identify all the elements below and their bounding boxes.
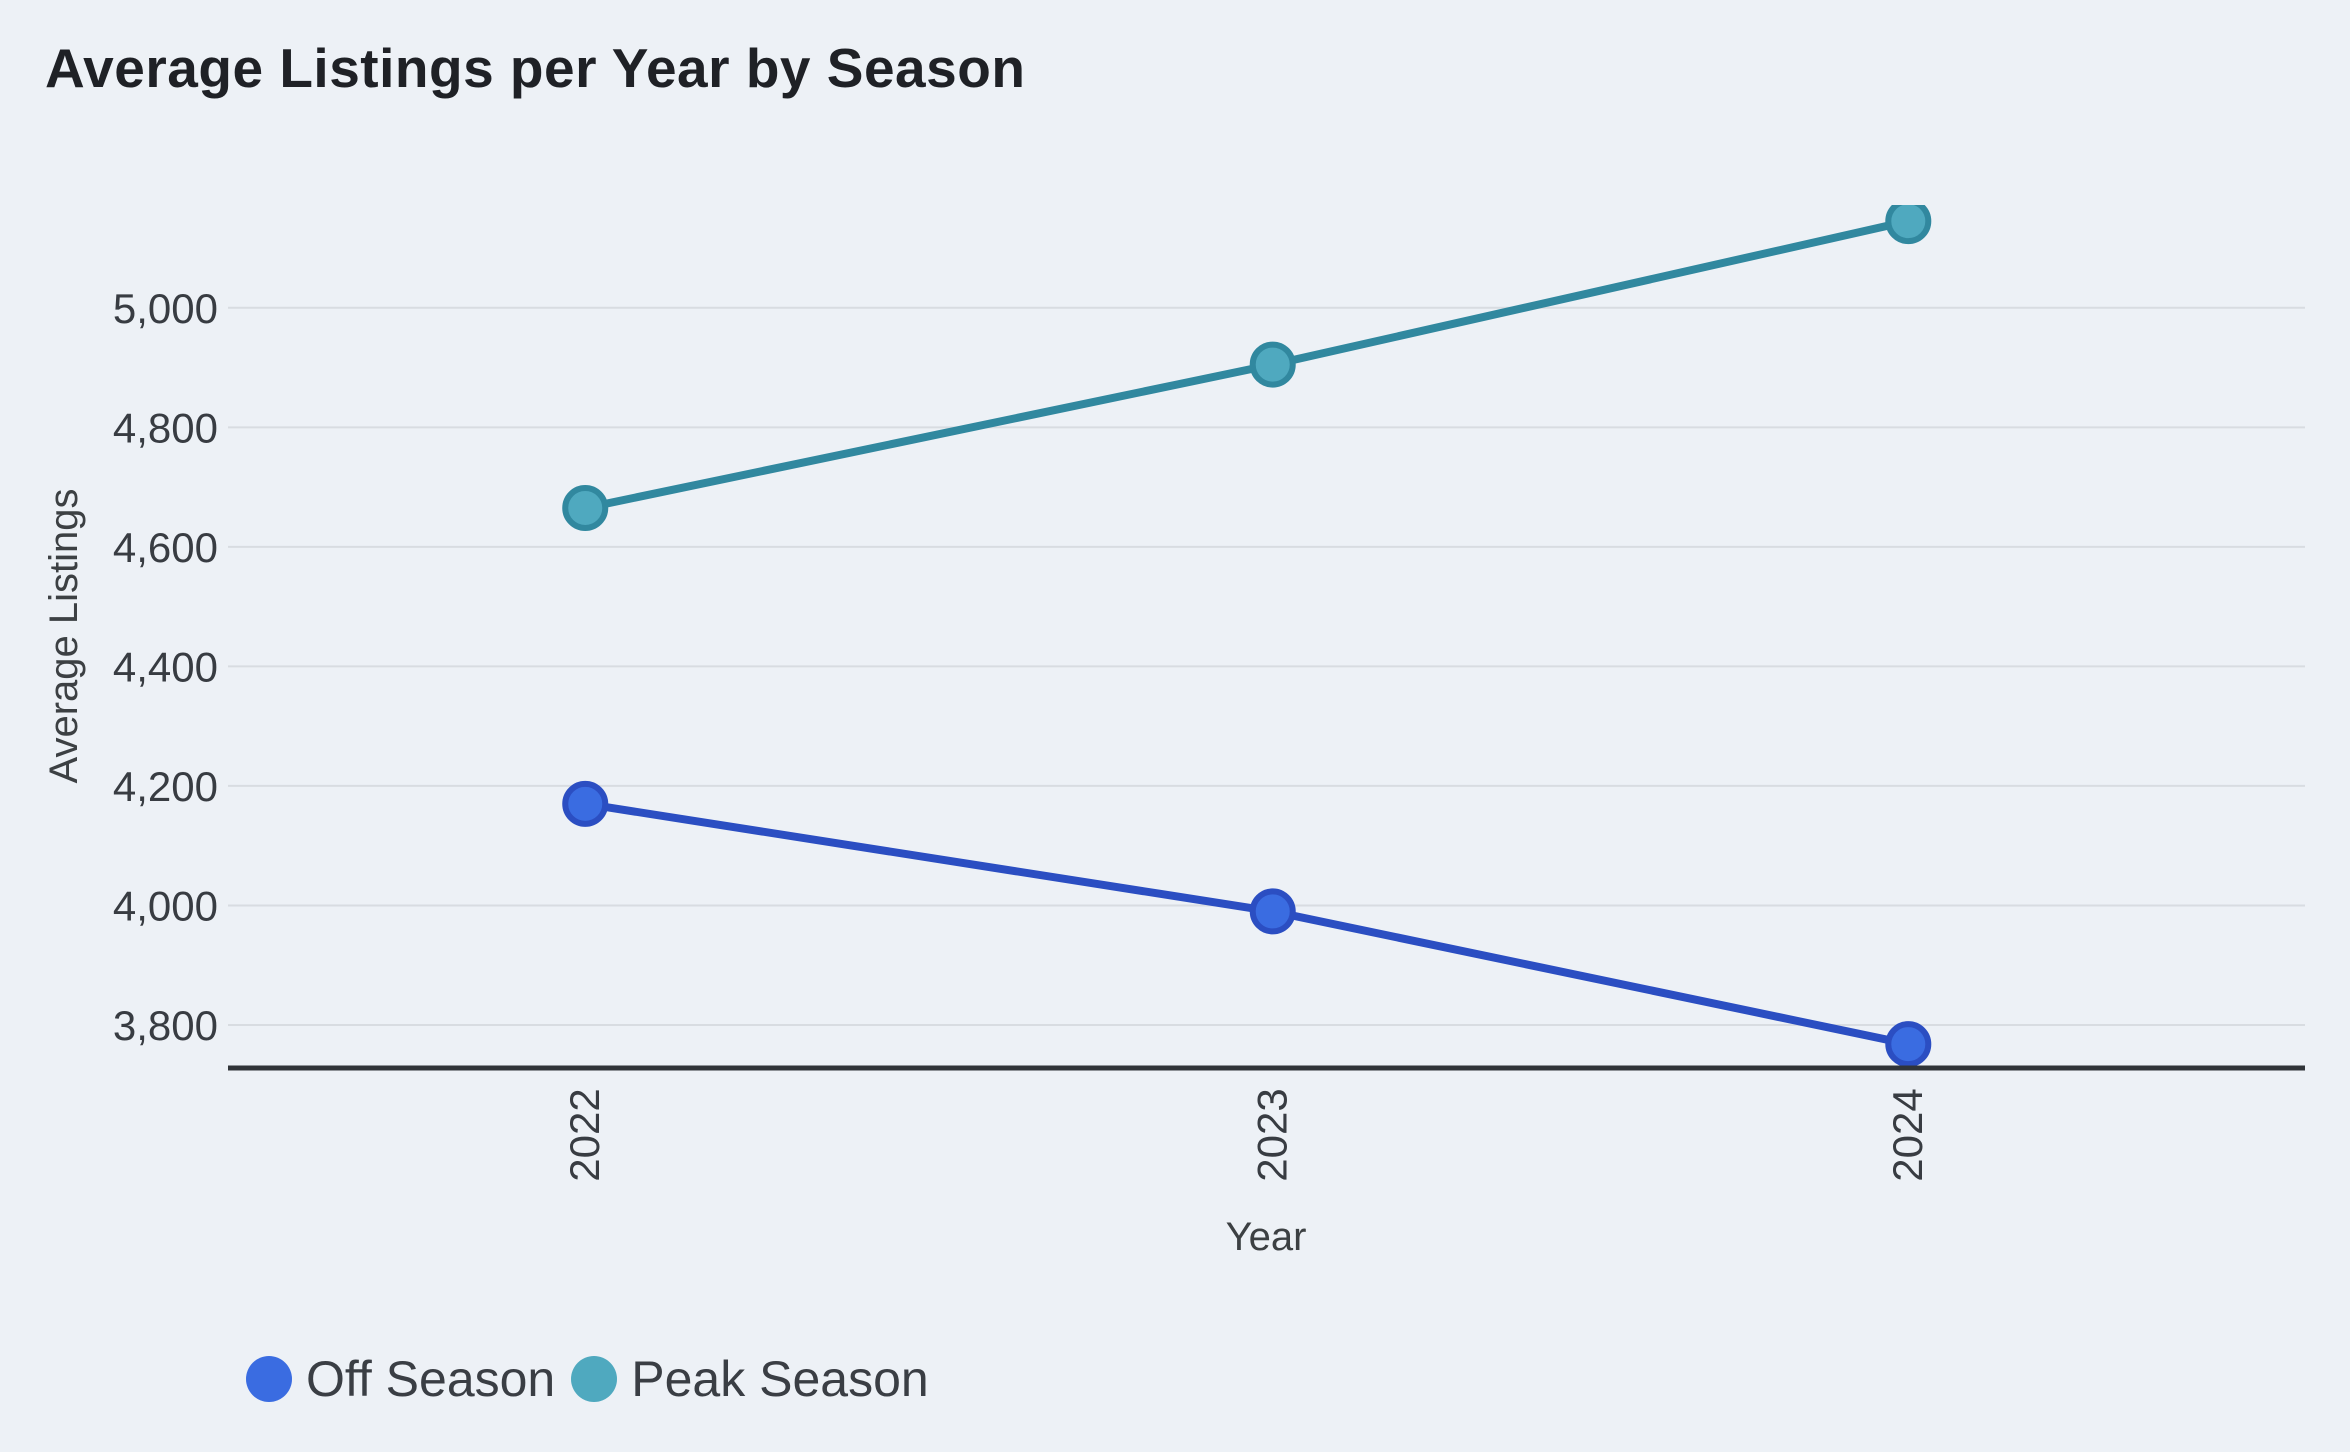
x-axis-title: Year [1226,1215,1307,1259]
series-line-off-season [581,799,1913,1049]
data-point-marker[interactable] [1249,888,1296,935]
data-point-marker[interactable] [562,780,609,827]
x-tick-label: 2024 [1884,1088,1931,1181]
y-tick-label: 4,600 [113,524,218,571]
y-tick-label: 4,800 [113,404,218,451]
series-layer [562,201,1932,1068]
data-point-marker[interactable] [562,485,609,532]
y-tick-label: 4,000 [113,882,218,929]
x-tick-label: 2022 [561,1088,608,1181]
y-tick-label: 5,000 [113,285,218,332]
legend: Off Season Peak Season [246,1350,929,1408]
data-point-marker[interactable] [1885,1021,1932,1068]
series-line-peak-season [581,217,1913,513]
legend-item-label: Peak Season [631,1351,929,1407]
legend-swatch-icon [246,1356,292,1402]
legend-item-label: Off Season [306,1351,556,1407]
chart-title: Average Listings per Year by Season [45,37,1026,99]
data-point-marker[interactable] [1885,201,1932,245]
tick-label-layer: 3,800 4,000 4,200 4,400 4,600 4,800 5,000 2022 2… [113,285,1931,1182]
y-tick-label: 3,800 [113,1002,218,1049]
y-axis-title: Average Listings [42,489,86,784]
y-tick-label: 4,400 [113,643,218,690]
y-tick-label: 4,200 [113,763,218,810]
x-tick-label: 2023 [1249,1088,1296,1181]
legend-item-peak-season[interactable]: Peak Season [571,1350,929,1408]
legend-item-off-season[interactable]: Off Season [246,1350,555,1408]
data-point-marker[interactable] [1249,341,1296,388]
legend-swatch-icon [571,1356,618,1402]
